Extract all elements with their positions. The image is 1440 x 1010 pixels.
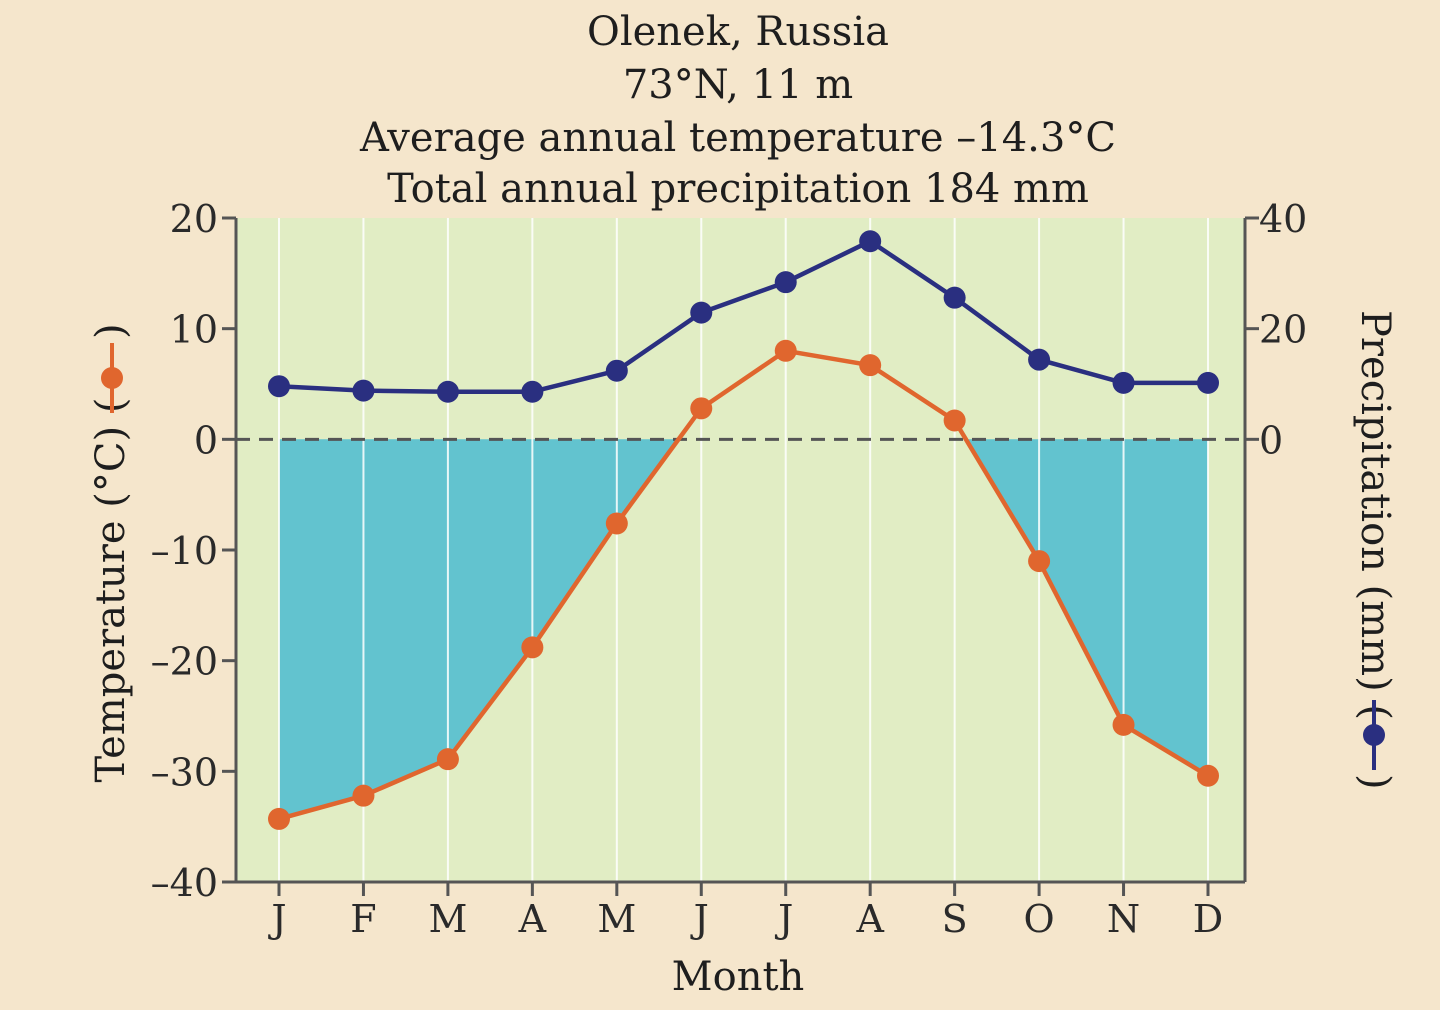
y-axis-left-label-close: )	[88, 323, 134, 339]
temperature-series	[268, 339, 1219, 830]
deficit-area	[279, 439, 1208, 819]
temperature-point-8	[859, 354, 882, 377]
x-tick-label-7: J	[774, 897, 793, 941]
x-tick-label-8: A	[855, 897, 884, 941]
y-left-tick-label-4: –10	[151, 529, 218, 573]
precipitation-point-7	[774, 271, 797, 294]
y-axis-right-label: Precipitation (mm) ()	[1352, 310, 1398, 790]
x-tick-label-11: N	[1107, 897, 1140, 941]
precipitation-point-3	[436, 380, 459, 403]
y-axis-left-label: Temperature (°C) ()	[88, 323, 134, 782]
temperature-point-2	[352, 784, 375, 807]
y-left-tick-label-2: 10	[170, 308, 218, 352]
y-left-tick-label-6: –30	[151, 750, 218, 794]
y-axis-right-label-close: )	[1352, 774, 1398, 790]
x-tick-label-12: D	[1193, 897, 1223, 941]
precipitation-series	[268, 230, 1219, 403]
y-axis-left-label-text: Temperature (°C) (	[88, 398, 134, 783]
x-tick-label-5: M	[597, 897, 636, 941]
precipitation-point-6	[690, 301, 713, 324]
chart-title: Olenek, Russia 73°N, 11 m Average annual t…	[359, 9, 1116, 212]
x-tick-label-4: A	[518, 897, 547, 941]
precipitation-line	[278, 238, 1208, 394]
y-axis-right-ticks: 40 20 0	[1245, 197, 1307, 462]
title-line-4: Total annual precipitation 184 mm	[387, 166, 1089, 212]
temperature-point-10	[1028, 550, 1051, 573]
temperature-point-4	[521, 636, 544, 659]
title-line-3: Average annual temperature –14.3°C	[359, 115, 1116, 161]
y-right-tick-label-1: 40	[1259, 197, 1307, 241]
temperature-legend-marker	[101, 367, 123, 389]
temperature-point-1	[268, 807, 290, 830]
precipitation-point-2	[352, 379, 375, 402]
y-left-tick-label-5: –20	[151, 640, 218, 684]
y-left-tick-label-7: –40	[151, 861, 218, 905]
y-right-tick-label-3: 0	[1259, 418, 1283, 462]
temperature-point-11	[1112, 713, 1135, 736]
deficit-region-2	[965, 439, 1208, 776]
temperature-line	[278, 348, 1210, 822]
precipitation-point-12	[1197, 371, 1219, 394]
x-tick-label-9: S	[942, 897, 968, 941]
x-tick-label-2: F	[350, 897, 376, 941]
precipitation-point-4	[521, 380, 544, 403]
x-tick-label-10: O	[1024, 897, 1055, 941]
title-line-1: Olenek, Russia	[587, 9, 889, 55]
x-tick-label-1: J	[267, 897, 286, 941]
precipitation-point-5	[605, 359, 628, 382]
temperature-point-5	[605, 512, 628, 535]
y-left-tick-label-1: 20	[170, 197, 218, 241]
precipitation-point-9	[943, 286, 966, 309]
precipitation-point-11	[1112, 371, 1135, 394]
x-tick-label-3: M	[428, 897, 467, 941]
precipitation-legend-marker	[1363, 724, 1385, 746]
precipitation-point-8	[859, 230, 882, 253]
x-axis-label: Month	[672, 954, 805, 1000]
deficit-region-1	[279, 439, 679, 819]
temperature-point-3	[436, 748, 459, 771]
precipitation-point-1	[268, 375, 290, 398]
y-axis-left-ticks: 20 10 0 –10 –20 –30 –40	[151, 197, 236, 905]
temperature-point-12	[1197, 764, 1219, 787]
temperature-point-9	[943, 409, 966, 432]
title-line-2: 73°N, 11 m	[623, 62, 853, 108]
y-axis-right-label-text: Precipitation (mm) (	[1352, 310, 1398, 720]
precipitation-point-10	[1028, 348, 1051, 371]
y-right-tick-label-2: 20	[1259, 308, 1307, 352]
temperature-point-7	[774, 339, 797, 362]
x-tick-label-6: J	[690, 897, 709, 941]
y-left-tick-label-3: 0	[194, 418, 218, 462]
temperature-point-6	[690, 397, 713, 420]
